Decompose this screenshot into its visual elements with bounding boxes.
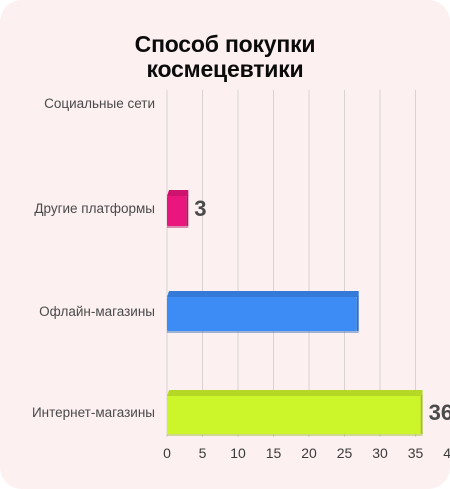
chart-title-line-1: Способ покупки xyxy=(134,31,316,57)
bar-top-2 xyxy=(167,190,189,196)
bar-side-2 xyxy=(186,195,189,226)
data-label-4: 36 xyxy=(429,400,450,425)
x-tick-label-0: 0 xyxy=(163,445,171,461)
bar-shadow-4 xyxy=(167,434,423,436)
category-label-2: Другие платформы xyxy=(34,201,155,216)
bar-4 xyxy=(167,396,421,434)
chart-title-line-2: космецевтики xyxy=(146,56,304,82)
x-tick-label-10: 10 xyxy=(230,445,246,461)
bar-3 xyxy=(167,297,357,331)
x-tick-label-15: 15 xyxy=(266,445,282,461)
chart-title: Способ покупки космецевтики xyxy=(0,32,450,82)
x-tick-label-35: 35 xyxy=(408,445,424,461)
bar-top-3 xyxy=(167,291,359,297)
bar-side-3 xyxy=(356,296,359,331)
x-tick-label-20: 20 xyxy=(301,445,317,461)
bar-shadow-3 xyxy=(167,331,359,333)
x-tick-label-5: 5 xyxy=(199,445,207,461)
bar-top-4 xyxy=(167,390,423,396)
x-tick-label-25: 25 xyxy=(337,445,353,461)
x-tick-label-30: 30 xyxy=(372,445,388,461)
bar-2 xyxy=(167,196,187,226)
category-label-1: Социальные сети xyxy=(44,96,155,111)
data-label-2: 3 xyxy=(194,196,206,221)
bar-side-4 xyxy=(420,395,423,434)
x-tick-label-40: 40 xyxy=(443,445,450,461)
category-label-3: Офлайн-магазины xyxy=(39,304,155,319)
bar-shadow-2 xyxy=(167,226,189,228)
category-label-4: Интернет-магазины xyxy=(32,405,155,420)
